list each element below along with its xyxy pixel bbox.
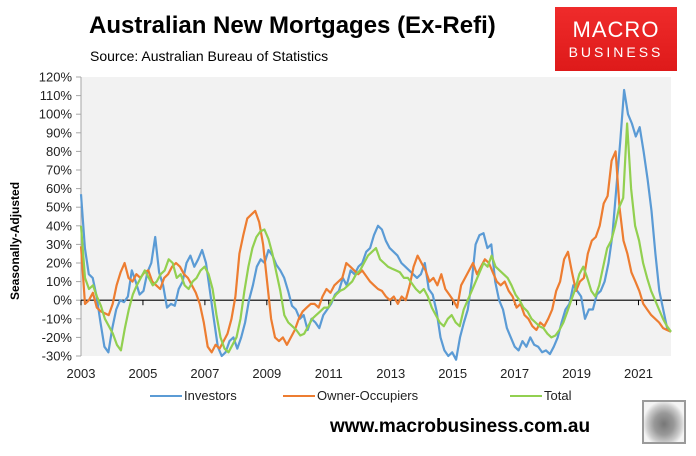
legend-label: Total xyxy=(544,388,572,403)
x-tick-label: 2021 xyxy=(624,366,653,381)
y-tick-label: 10% xyxy=(46,274,72,289)
y-tick-label: 80% xyxy=(46,144,72,159)
x-tick-label: 2003 xyxy=(67,366,96,381)
series-line-investors xyxy=(79,88,672,361)
x-tick-label: 2013 xyxy=(376,366,405,381)
y-tick-label: 60% xyxy=(46,181,72,196)
y-tick-label: 50% xyxy=(46,200,72,215)
wolf-icon xyxy=(642,400,686,444)
legend-swatch-icon xyxy=(283,394,315,397)
y-tick-label: 20% xyxy=(46,256,72,271)
y-tick-label: 100% xyxy=(39,107,73,122)
y-tick-label: 110% xyxy=(40,88,73,103)
x-tick-label: 2009 xyxy=(252,366,281,381)
y-tick-label: -20% xyxy=(42,330,73,345)
x-tick-label: 2019 xyxy=(562,366,591,381)
chart-source: Source: Australian Bureau of Statistics xyxy=(90,48,329,64)
line-chart: -30% -20% -10% 0% 10% 20% 30% 40% 50% 60% 70% 80% 90… xyxy=(39,70,672,381)
legend-item-owner-occupiers: Owner-Occupiers xyxy=(283,388,418,403)
x-tick-label: 2007 xyxy=(190,366,219,381)
x-tick-label: 2017 xyxy=(500,366,529,381)
legend-label: Owner-Occupiers xyxy=(317,388,419,403)
chart-legend: Investors Owner-Occupiers Total xyxy=(0,388,696,408)
y-tick-label: -30% xyxy=(42,349,73,364)
x-tick-label: 2005 xyxy=(128,366,157,381)
plot-area xyxy=(81,77,671,356)
legend-item-investors: Investors xyxy=(150,388,237,403)
legend-swatch-icon xyxy=(510,394,542,397)
y-tick-label: 40% xyxy=(46,218,72,233)
y-tick-label: 0% xyxy=(53,293,72,308)
series-line-total xyxy=(79,122,672,354)
legend-swatch-icon xyxy=(150,394,182,397)
macrobusiness-logo: MACRO BUSINESS xyxy=(555,7,677,71)
x-tick-label: 2011 xyxy=(315,366,343,381)
y-tick-label: 90% xyxy=(46,125,72,140)
y-tick-label: 120% xyxy=(39,70,73,85)
website-url: www.macrobusiness.com.au xyxy=(330,416,591,437)
x-tick-label: 2015 xyxy=(438,366,467,381)
y-tick-label: 70% xyxy=(46,163,72,178)
y-tick-label: 30% xyxy=(46,237,72,252)
logo-line-2: BUSINESS xyxy=(568,44,664,60)
legend-item-total: Total xyxy=(510,388,571,403)
logo-line-1: MACRO xyxy=(572,17,660,42)
series-line-owner-occupiers xyxy=(79,150,672,354)
legend-label: Investors xyxy=(184,388,237,403)
y-tick-label: -10% xyxy=(42,311,73,326)
chart-title: Australian New Mortgages (Ex-Refi) xyxy=(89,12,496,39)
